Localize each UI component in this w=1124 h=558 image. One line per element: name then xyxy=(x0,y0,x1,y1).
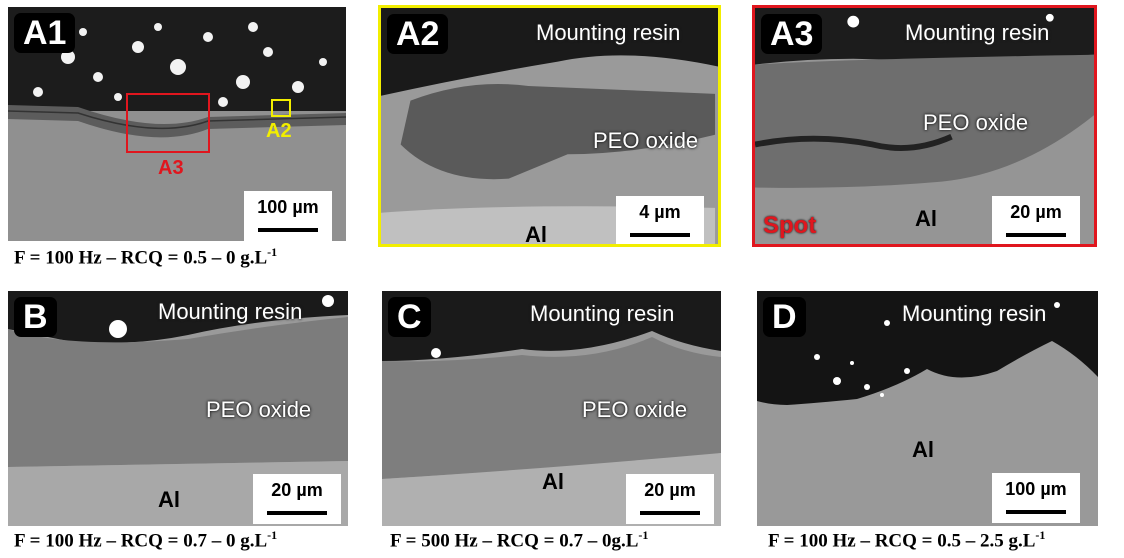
scale-bar: 100 µm xyxy=(992,473,1080,523)
caption-b: F = 100 Hz – RCQ = 0.7 – 0 g.L-1 xyxy=(14,528,277,552)
resin-label: Mounting resin xyxy=(530,301,675,326)
panel-tag: C xyxy=(388,297,431,337)
scale-bar-line xyxy=(258,228,318,232)
resin-label: Mounting resin xyxy=(158,299,303,324)
panel-tag: D xyxy=(763,297,806,337)
caption-a1: F = 100 Hz – RCQ = 0.5 – 0 g.L-1 xyxy=(14,245,277,269)
panel-tag: A1 xyxy=(14,13,76,53)
panel-tag: A2 xyxy=(387,14,449,54)
roi-box-a3 xyxy=(126,93,210,153)
scale-bar: 100 µm xyxy=(244,191,332,241)
oxide-label: PEO oxide xyxy=(206,397,312,422)
scale-bar-line xyxy=(1006,233,1066,237)
scale-bar-label: 4 µm xyxy=(639,202,681,222)
metal-label: Al xyxy=(915,206,937,231)
metal-label: Al xyxy=(542,469,564,494)
scale-bar: 20 µm xyxy=(992,196,1080,244)
panel-b: B Mounting resin PEO oxide Al 20 µm xyxy=(8,291,348,526)
panel-a2: A2 Mounting resin PEO oxide Al 4 µm xyxy=(378,5,721,247)
resin-label: Mounting resin xyxy=(536,20,681,45)
scale-bar-line xyxy=(267,511,327,515)
caption-a1-sup: -1 xyxy=(267,245,278,259)
panel-a1: A1 A3 A2 100 µm xyxy=(8,7,346,241)
roi-label-a2: A2 xyxy=(266,120,292,142)
panel-d: D Mounting resin Al 100 µm xyxy=(757,291,1098,526)
caption-b-text: F = 100 Hz – RCQ = 0.7 – 0 g.L xyxy=(14,530,268,552)
scale-bar-label: 20 µm xyxy=(1010,202,1062,222)
caption-c-text: F = 500 Hz – RCQ = 0.7 – 0g.L xyxy=(390,530,639,552)
scale-bar-label: 20 µm xyxy=(644,480,696,500)
resin-label: Mounting resin xyxy=(902,301,1047,326)
caption-b-sup: -1 xyxy=(267,528,278,542)
scale-bar-label: 100 µm xyxy=(257,197,319,217)
roi-box-a2 xyxy=(271,99,291,117)
panel-a3: A3 Mounting resin PEO oxide Al Spot 20 µ… xyxy=(752,5,1097,247)
caption-c-sup: -1 xyxy=(638,528,649,542)
scale-bar: 20 µm xyxy=(626,474,714,524)
oxide-label: PEO oxide xyxy=(582,397,688,422)
caption-d-sup: -1 xyxy=(1035,528,1046,542)
caption-d: F = 100 Hz – RCQ = 0.5 – 2.5 g.L-1 xyxy=(768,528,1045,552)
panel-c: C Mounting resin PEO oxide Al 20 µm xyxy=(382,291,721,526)
sem-image-a1 xyxy=(8,7,346,241)
scale-bar-line xyxy=(1006,510,1066,514)
caption-a1-text: F = 100 Hz – RCQ = 0.5 – 0 g.L xyxy=(14,247,268,269)
caption-d-text: F = 100 Hz – RCQ = 0.5 – 2.5 g.L xyxy=(768,530,1036,552)
oxide-label: PEO oxide xyxy=(593,128,699,153)
scale-bar-line xyxy=(640,511,700,515)
caption-c: F = 500 Hz – RCQ = 0.7 – 0g.L-1 xyxy=(390,528,648,552)
scale-bar-line xyxy=(630,233,690,237)
oxide-label: PEO oxide xyxy=(923,110,1029,135)
spot-label: Spot xyxy=(763,212,817,239)
roi-label-a3: A3 xyxy=(158,157,184,179)
scale-bar-label: 100 µm xyxy=(1005,479,1067,499)
scale-bar: 4 µm xyxy=(616,196,704,244)
metal-label: Al xyxy=(158,487,180,512)
metal-label: Al xyxy=(525,222,547,247)
panel-tag: A3 xyxy=(761,14,823,54)
sem-image-a3 xyxy=(755,8,1094,244)
scale-bar: 20 µm xyxy=(253,474,341,524)
resin-label: Mounting resin xyxy=(905,20,1050,45)
panel-tag: B xyxy=(14,297,57,337)
scale-bar-label: 20 µm xyxy=(271,480,323,500)
metal-label: Al xyxy=(912,437,934,462)
